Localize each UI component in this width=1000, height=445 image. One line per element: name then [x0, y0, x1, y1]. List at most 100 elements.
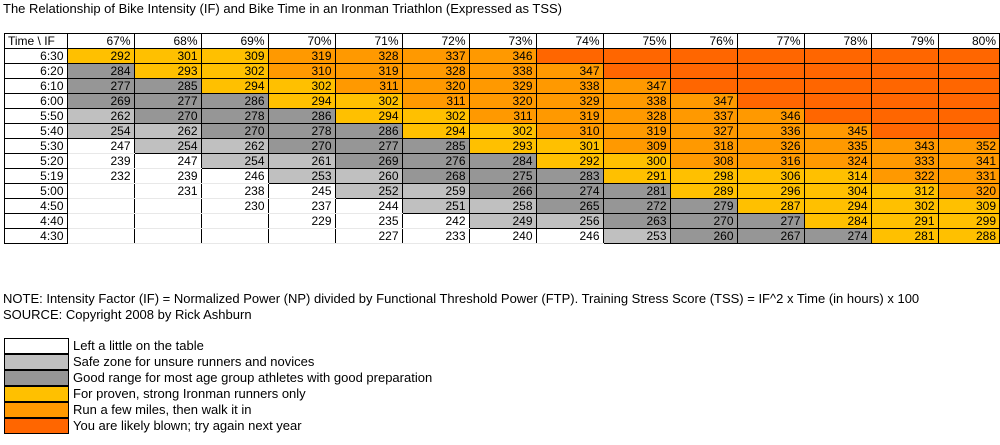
tss-cell: 347 [602, 78, 671, 94]
tss-cell: 292 [66, 48, 135, 64]
tss-cell: 270 [200, 123, 269, 139]
table-row: 5:19 232 239 246 253 260 268 275 283 291 298 306 314… [4, 168, 1000, 184]
column-header: 74% [535, 33, 604, 49]
tss-cell: 284 [468, 153, 537, 169]
column-header: 79% [870, 33, 939, 49]
column-header: 71% [334, 33, 403, 49]
tss-cell [669, 48, 738, 64]
row-time-label: 6:00 [4, 93, 68, 109]
tss-cell: 328 [334, 48, 403, 64]
tss-cell: 246 [535, 228, 604, 244]
tss-cell: 289 [669, 183, 738, 199]
tss-cell: 328 [602, 108, 671, 124]
tss-cell [803, 63, 872, 79]
column-header: 76% [669, 33, 738, 49]
tss-cell: 287 [736, 198, 805, 214]
tss-cell: 283 [535, 168, 604, 184]
tss-cell: 235 [334, 213, 403, 229]
tss-cell: 300 [602, 153, 671, 169]
tss-cell: 345 [803, 123, 872, 139]
column-header: 75% [602, 33, 671, 49]
tss-cell: 338 [535, 78, 604, 94]
formula-note: NOTE: Intensity Factor (IF) = Normalized… [3, 291, 920, 306]
tss-cell: 335 [803, 138, 872, 154]
tss-cell: 266 [468, 183, 537, 199]
table-row: 5:40 254 262 270 278 286 294 302 310 319 327 336 345 [4, 123, 1000, 139]
tss-cell: 291 [602, 168, 671, 184]
tss-cell: 319 [602, 123, 671, 139]
column-header: 67% [66, 33, 135, 49]
table-row: 5:50 262 270 278 286 294 302 311 319 328 337 346 [4, 108, 1000, 124]
tss-cell: 270 [133, 108, 202, 124]
tss-cell: 284 [803, 213, 872, 229]
tss-cell: 246 [200, 168, 269, 184]
row-time-label: 4:50 [4, 198, 68, 214]
table-row: 4:30 227 233 240 246 253 260 267 274 281 288 [4, 228, 1000, 244]
tss-cell: 245 [267, 183, 336, 199]
tss-cell [937, 108, 1000, 124]
tss-cell: 299 [937, 213, 1000, 229]
tss-cell: 259 [401, 183, 470, 199]
row-time-label: 6:20 [4, 63, 68, 79]
tss-cell: 301 [535, 138, 604, 154]
tss-cell: 277 [66, 78, 135, 94]
table-row: 6:20 284 293 302 310 319 328 338 347 [4, 63, 1000, 79]
tss-cell: 336 [736, 123, 805, 139]
table-row: 4:50 230 237 244 251 258 265 272 279 287 294 302 309 [4, 198, 1000, 214]
tss-cell: 306 [736, 168, 805, 184]
table-row: 5:00 231 238 245 252 259 266 274 281 289 296 304 312… [4, 183, 1000, 199]
tss-cell: 329 [468, 78, 537, 94]
table-row: 5:20 239 247 254 261 269 276 284 292 300 308 316 324… [4, 153, 1000, 169]
legend-label: You are likely blown; try again next yea… [73, 418, 302, 433]
tss-cell: 270 [267, 138, 336, 154]
tss-cell: 326 [736, 138, 805, 154]
tss-cell: 267 [736, 228, 805, 244]
tss-cell: 262 [200, 138, 269, 154]
tss-cell [66, 183, 135, 199]
tss-cell [870, 63, 939, 79]
column-header: 68% [133, 33, 202, 49]
tss-cell: 254 [133, 138, 202, 154]
column-header: 78% [803, 33, 872, 49]
tss-cell [937, 63, 1000, 79]
tss-cell [870, 123, 939, 139]
tss-cell: 262 [133, 123, 202, 139]
tss-cell: 308 [669, 153, 738, 169]
tss-cell [937, 123, 1000, 139]
tss-cell: 319 [535, 108, 604, 124]
legend-label: Safe zone for unsure runners and novices [73, 354, 315, 369]
legend-swatch [4, 354, 69, 370]
tss-cell: 329 [535, 93, 604, 109]
tss-cell: 274 [803, 228, 872, 244]
tss-cell [66, 228, 135, 244]
tss-cell: 260 [334, 168, 403, 184]
tss-cell: 256 [535, 213, 604, 229]
tss-cell: 331 [937, 168, 1000, 184]
tss-cell: 324 [803, 153, 872, 169]
tss-cell: 302 [870, 198, 939, 214]
tss-cell: 302 [334, 93, 403, 109]
tss-cell: 279 [669, 198, 738, 214]
tss-cell: 263 [602, 213, 671, 229]
tss-cell [602, 63, 671, 79]
tss-cell [870, 78, 939, 94]
tss-cell: 281 [602, 183, 671, 199]
tss-cell: 254 [200, 153, 269, 169]
tss-cell: 311 [468, 108, 537, 124]
tss-cell [200, 228, 269, 244]
tss-cell: 309 [602, 138, 671, 154]
corner-label: Time \ IF [4, 33, 68, 49]
tss-cell: 239 [133, 168, 202, 184]
tss-cell [803, 93, 872, 109]
tss-cell: 276 [401, 153, 470, 169]
tss-cell: 293 [133, 63, 202, 79]
tss-cell: 302 [267, 78, 336, 94]
tss-cell: 302 [401, 108, 470, 124]
column-header: 70% [267, 33, 336, 49]
tss-cell: 244 [334, 198, 403, 214]
tss-cell [66, 198, 135, 214]
tss-cell: 251 [401, 198, 470, 214]
tss-cell: 302 [468, 123, 537, 139]
row-time-label: 5:50 [4, 108, 68, 124]
tss-cell: 314 [803, 168, 872, 184]
